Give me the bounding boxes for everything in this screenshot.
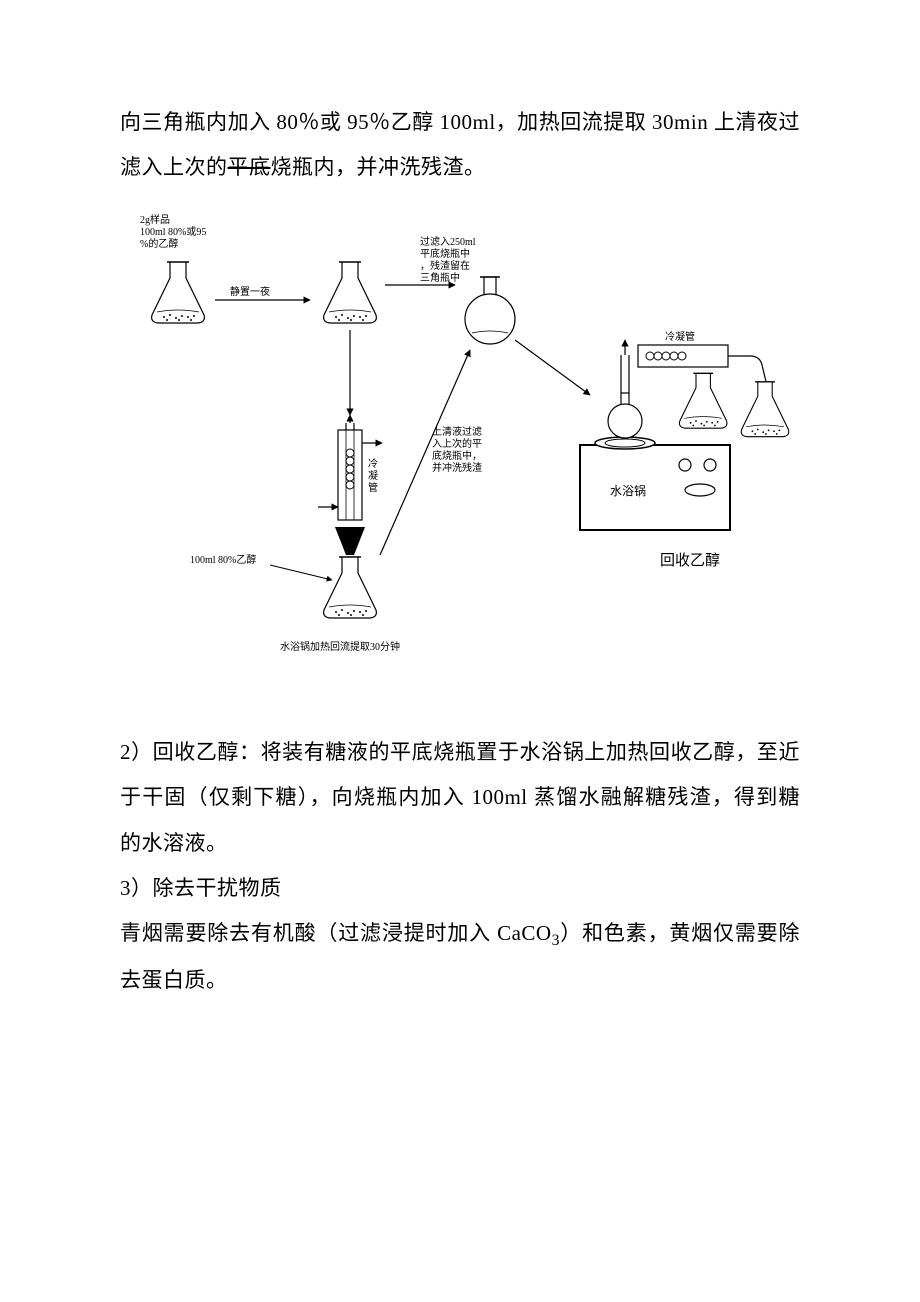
recover-label: 回收乙醇	[660, 552, 720, 569]
supernatant-l2: 入上次的平	[432, 437, 482, 450]
section-3-heading: 3）除去干扰物质	[120, 866, 800, 911]
section-3-body-a: 青烟需要除去有机酸（过滤浸提时加入 CaCO	[120, 921, 552, 945]
rest-label: 静置一夜	[230, 285, 270, 298]
filter-l4: 三角瓶中	[420, 271, 460, 284]
reflux-solvent-label: 100ml 80%乙醇	[190, 553, 256, 566]
intro-line2b: 烧瓶内，并冲洗残渣。	[271, 155, 486, 179]
sample-label-2: 100ml 80%或95	[140, 226, 206, 238]
intro-line1: 向三角瓶内加入 80％或 95％乙醇 100ml，加热回流提取 30min	[120, 110, 708, 134]
intro-strike: 平底	[228, 155, 271, 179]
section-3-sub: 3	[552, 932, 560, 949]
section-2: 2）回收乙醇：将装有糖液的平底烧瓶置于水浴锅上加热回收乙醇，至近于干固（仅剩下糖…	[120, 730, 800, 865]
filter-l1: 过滤入250ml	[420, 235, 476, 248]
round-flask-collect	[465, 277, 515, 344]
reflux-condenser-label-2: 凝	[368, 470, 378, 482]
dist-condenser-label: 冷凝管	[665, 330, 695, 343]
waterbath-label: 水浴锅	[610, 483, 646, 498]
reflux-condenser-label-3: 管	[368, 481, 378, 494]
supernatant-l1: 上清液过滤	[432, 425, 482, 438]
reflux-apparatus: 冷 凝 管 100ml 80%乙醇 水浴锅加热回流提取30分钟	[190, 415, 400, 653]
reflux-caption: 水浴锅加热回流提取30分钟	[280, 640, 400, 653]
distillation-apparatus: 水浴锅 冷凝管 回收乙醇	[580, 330, 789, 569]
supernatant-l3: 底烧瓶中，	[432, 449, 482, 462]
filter-l3: ，残渣留在	[420, 259, 470, 272]
reflux-condenser-label-1: 冷	[368, 457, 378, 470]
filter-l2: 平底烧瓶中	[420, 247, 470, 260]
section-3-heading-text: 3）除去干扰物质	[120, 876, 282, 900]
section-2-text: 2）回收乙醇：将装有糖液的平底烧瓶置于水浴锅上加热回收乙醇，至近于干固（仅剩下糖…	[120, 740, 800, 854]
sample-label-1: 2g样品	[140, 213, 170, 226]
flask-1	[152, 262, 205, 323]
sample-label-3: %的乙醇	[140, 237, 178, 250]
intro-paragraph: 向三角瓶内加入 80％或 95％乙醇 100ml，加热回流提取 30min 上清…	[120, 100, 800, 190]
section-3-body: 青烟需要除去有机酸（过滤浸提时加入 CaCO3）和色素，黄烟仅需要除去蛋白质。	[120, 911, 800, 1003]
flask-2	[324, 262, 377, 323]
process-diagram: 2g样品 100ml 80%或95 %的乙醇 静置一夜 过滤入250ml 平底烧…	[120, 205, 800, 685]
supernatant-l4: 并冲洗残渣	[432, 461, 482, 474]
